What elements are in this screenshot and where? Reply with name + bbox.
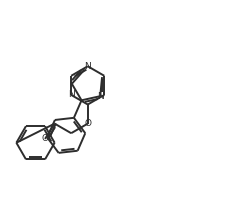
Text: N: N <box>97 92 104 101</box>
Text: O: O <box>42 134 49 143</box>
Text: N: N <box>84 62 91 71</box>
Text: N: N <box>68 90 74 99</box>
Text: O: O <box>84 119 91 128</box>
